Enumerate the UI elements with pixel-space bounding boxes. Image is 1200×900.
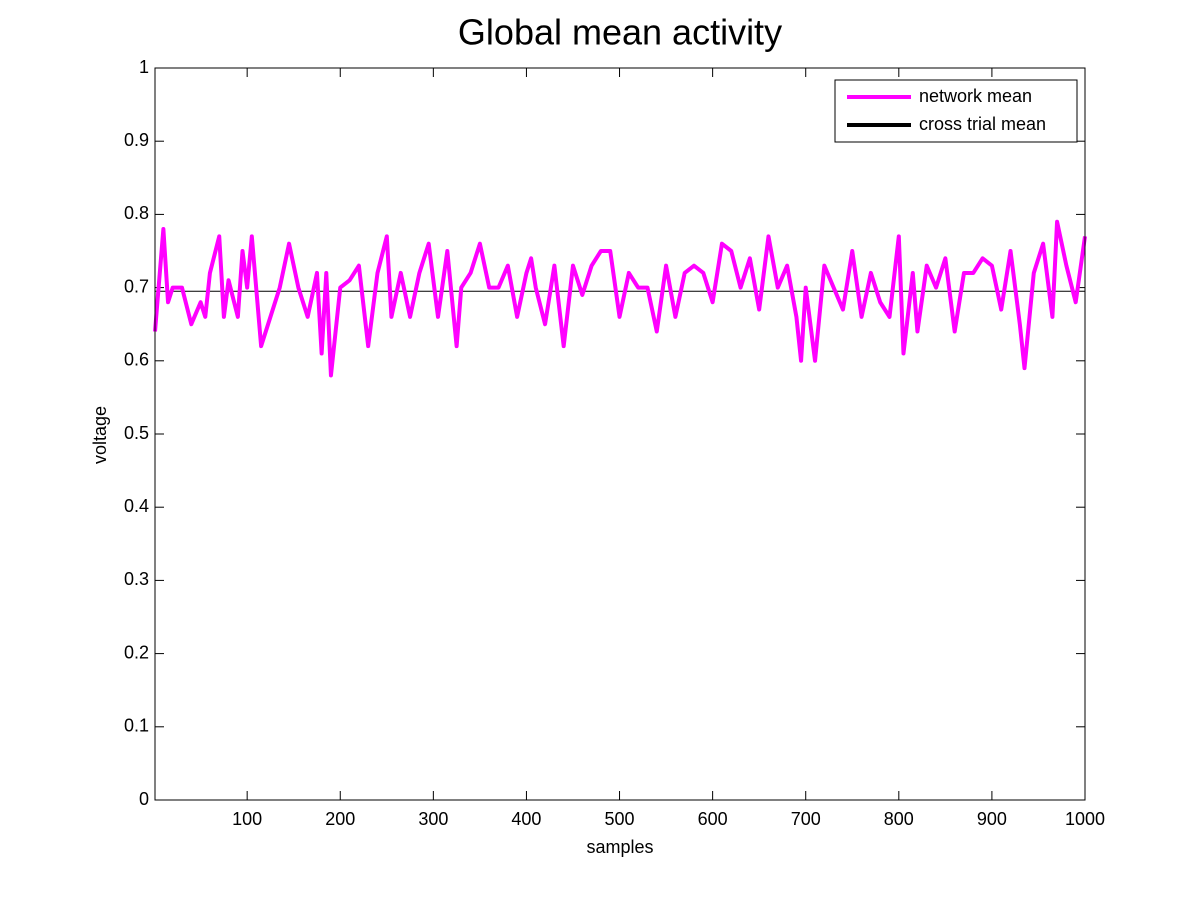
x-tick-label: 500 — [605, 809, 635, 829]
y-tick-label: 0 — [139, 789, 149, 809]
legend-label: network mean — [919, 86, 1032, 106]
x-tick-label: 100 — [232, 809, 262, 829]
legend-label: cross trial mean — [919, 114, 1046, 134]
x-tick-label: 600 — [698, 809, 728, 829]
x-tick-label: 1000 — [1065, 809, 1105, 829]
y-tick-label: 0.2 — [124, 642, 149, 662]
y-tick-label: 0.3 — [124, 569, 149, 589]
y-tick-label: 0.4 — [124, 496, 149, 516]
y-tick-label: 0.1 — [124, 716, 149, 736]
y-tick-label: 0.9 — [124, 130, 149, 150]
legend-box — [834, 79, 1078, 143]
x-tick-label: 300 — [418, 809, 448, 829]
x-tick-label: 700 — [791, 809, 821, 829]
x-tick-label: 200 — [325, 809, 355, 829]
x-tick-label: 400 — [511, 809, 541, 829]
chart-title: Global mean activity — [458, 12, 782, 53]
plot-area — [155, 68, 1085, 800]
y-tick-label: 0.5 — [124, 423, 149, 443]
axes-box — [154, 67, 1086, 801]
x-axis-label: samples — [586, 837, 653, 857]
x-tick-label: 900 — [977, 809, 1007, 829]
data-line — [153, 219, 1087, 378]
y-tick-label: 0.6 — [124, 350, 149, 370]
x-tick-label: 800 — [884, 809, 914, 829]
y-axis-label: voltage — [90, 406, 110, 464]
y-tick-label: 0.8 — [124, 203, 149, 223]
y-tick-label: 0.7 — [124, 276, 149, 296]
y-tick-label: 1 — [139, 57, 149, 77]
